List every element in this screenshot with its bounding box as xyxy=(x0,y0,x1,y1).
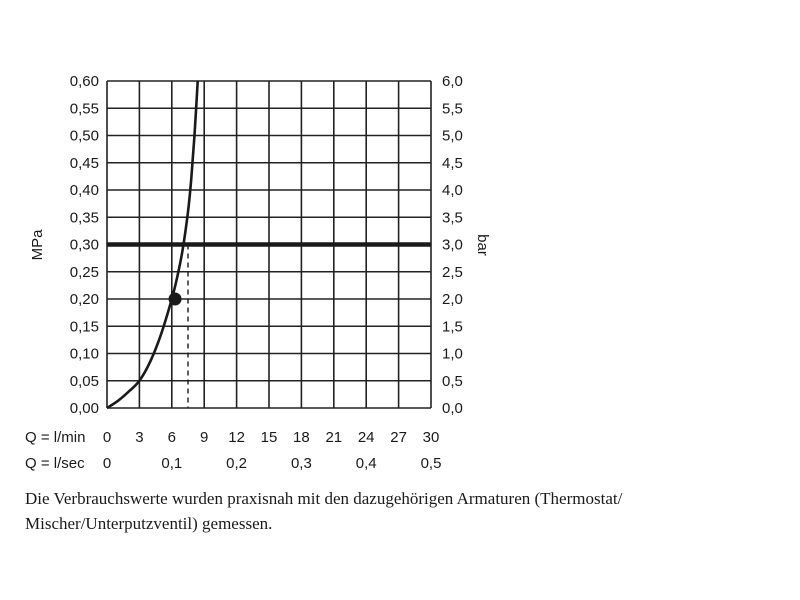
x-tick-label: 0 xyxy=(103,429,111,446)
caption-text: Die Verbrauchswerte wurden praxisnah mit… xyxy=(25,489,623,533)
x-axis-ticks: Q = l/min 0 3 6 9 12 15 18 21 24 27 30 Q = l/sec 0 0,1… xyxy=(25,429,441,472)
x-axis-title-lsec: Q = l/sec xyxy=(25,455,85,472)
x-tick-label: 3 xyxy=(135,429,143,446)
y-tick-label-left: 0,35 xyxy=(70,209,99,226)
y-tick-label-right: 1,5 xyxy=(442,318,463,335)
x-tick-label: 18 xyxy=(293,429,310,446)
y-tick-label-left: 0,20 xyxy=(70,291,99,308)
y-tick-label-right: 1,0 xyxy=(442,346,463,363)
y-tick-label-left: 0,40 xyxy=(70,182,99,199)
y-tick-label-left: 0,05 xyxy=(70,373,99,390)
y-tick-label-right: 4,5 xyxy=(442,155,463,172)
y-tick-label-left: 0,15 xyxy=(70,318,99,335)
y-tick-label-right: 4,0 xyxy=(442,182,463,199)
x-tick-label: 0,5 xyxy=(421,455,442,472)
x-tick-label: 27 xyxy=(390,429,407,446)
left-axis-title: MPa xyxy=(29,229,46,261)
y-tick-label-right: 3,0 xyxy=(442,237,463,254)
operating-point-marker xyxy=(168,292,182,306)
x-axis-title-lmin: Q = l/min xyxy=(25,429,85,446)
y-tick-label-right: 5,0 xyxy=(442,128,463,145)
y-tick-label-right: 2,0 xyxy=(442,291,463,308)
pressure-flow-chart: 0,000,050,100,150,200,250,300,350,400,45… xyxy=(25,73,491,472)
y-tick-label-left: 0,25 xyxy=(70,264,99,281)
x-tick-label: 0,4 xyxy=(356,455,377,472)
x-tick-label: 0,1 xyxy=(161,455,182,472)
x-tick-label: 0 xyxy=(103,455,111,472)
y-tick-label-right: 0,0 xyxy=(442,400,463,417)
y-tick-label-right: 0,5 xyxy=(442,373,463,390)
y-tick-label-left: 0,55 xyxy=(70,100,99,117)
y-tick-label-left: 0,00 xyxy=(70,400,99,417)
y-tick-label-left: 0,30 xyxy=(70,237,99,254)
x-tick-label: 0,3 xyxy=(291,455,312,472)
x-tick-label: 12 xyxy=(228,429,245,446)
x-tick-label: 15 xyxy=(261,429,278,446)
y-tick-label-right: 2,5 xyxy=(442,264,463,281)
x-tick-label: 0,2 xyxy=(226,455,247,472)
y-tick-label-left: 0,10 xyxy=(70,346,99,363)
y-tick-label-left: 0,45 xyxy=(70,155,99,172)
x-tick-label: 30 xyxy=(423,429,440,446)
y-tick-label-left: 0,50 xyxy=(70,128,99,145)
x-tick-label: 6 xyxy=(168,429,176,446)
x-tick-label: 9 xyxy=(200,429,208,446)
y-tick-label-right: 5,5 xyxy=(442,100,463,117)
y-tick-label-right: 3,5 xyxy=(442,209,463,226)
y-tick-label-right: 6,0 xyxy=(442,73,463,90)
x-tick-label: 24 xyxy=(358,429,375,446)
right-axis-ticks: 0,0 0,5 1,0 1,5 2,0 2,5 3,0 3,5 4,0 4,5 5,0 5,5 6,0 xyxy=(442,73,463,417)
x-tick-label: 21 xyxy=(325,429,342,446)
left-axis-ticks: 0,00 0,05 0,10 0,15 0,20 0,25 0,30 0,35 0,40 0,45… xyxy=(70,73,99,417)
right-axis-title: bar xyxy=(474,234,491,256)
y-tick-label-left: 0,60 xyxy=(70,73,99,90)
